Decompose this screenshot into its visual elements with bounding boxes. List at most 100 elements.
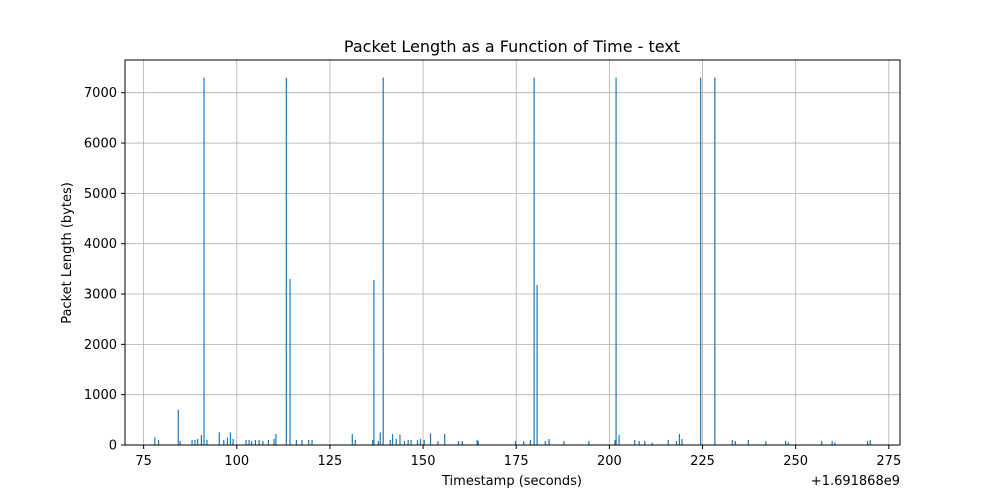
x-tick-label: 150 xyxy=(411,454,436,469)
bar xyxy=(251,440,253,445)
bar xyxy=(308,439,310,445)
bar xyxy=(377,440,379,445)
bar xyxy=(667,439,669,445)
bar xyxy=(765,440,767,445)
bar xyxy=(638,440,640,445)
gridlines xyxy=(125,60,900,446)
bar xyxy=(273,438,275,445)
bar xyxy=(644,440,646,445)
x-tick-label: 250 xyxy=(783,454,808,469)
bar xyxy=(223,439,225,445)
bar xyxy=(734,440,736,445)
bar xyxy=(289,278,291,445)
bar xyxy=(866,440,869,445)
y-tick-label: 1000 xyxy=(84,388,117,403)
plot-frame xyxy=(124,59,901,446)
bar xyxy=(389,439,391,445)
y-tick-label: 6000 xyxy=(84,137,117,152)
bar xyxy=(787,442,789,445)
bar xyxy=(295,439,297,445)
bar xyxy=(407,439,409,445)
bar xyxy=(382,77,384,445)
bar xyxy=(379,432,381,445)
x-ticks: 75 100 125 150 175 200 225 250 275 xyxy=(135,445,901,469)
bar xyxy=(410,439,412,445)
bar xyxy=(245,439,247,445)
bar xyxy=(615,77,617,445)
y-tick-label: 5000 xyxy=(84,187,117,202)
bar xyxy=(226,437,229,445)
bar xyxy=(354,439,356,445)
bar xyxy=(714,77,716,445)
bar xyxy=(678,433,681,445)
bar xyxy=(444,433,446,445)
x-tick-label: 225 xyxy=(690,454,715,469)
bar xyxy=(523,440,525,445)
bar xyxy=(536,284,538,445)
bar xyxy=(700,77,702,445)
x-tick-label: 200 xyxy=(597,454,622,469)
bar xyxy=(157,439,160,445)
y-ticks: 0 1000 2000 3000 4000 5000 6000 7000 xyxy=(84,86,125,454)
bar xyxy=(831,440,833,445)
bar xyxy=(419,438,422,445)
x-tick-label: 100 xyxy=(224,454,249,469)
bar xyxy=(423,439,425,445)
bar xyxy=(154,437,156,445)
bar xyxy=(403,440,406,445)
bar xyxy=(258,439,260,445)
bar xyxy=(548,438,550,445)
bar xyxy=(533,77,535,445)
bar xyxy=(544,440,546,445)
x-offset-label: +1.691868e9 xyxy=(811,474,900,489)
bar xyxy=(391,433,394,445)
chart-title: Packet Length as a Function of Time - te… xyxy=(344,37,680,56)
bar xyxy=(194,439,196,445)
bar xyxy=(747,439,749,445)
y-tick-label: 2000 xyxy=(84,338,117,353)
axes xyxy=(124,59,901,446)
bar xyxy=(634,439,636,445)
bar xyxy=(229,432,232,445)
bar xyxy=(200,434,202,445)
bars xyxy=(154,77,871,445)
bar xyxy=(588,440,590,445)
bar xyxy=(267,439,270,445)
y-tick-label: 0 xyxy=(109,439,117,454)
bar xyxy=(311,439,313,445)
bar xyxy=(514,440,517,445)
bar xyxy=(461,440,463,445)
bar xyxy=(275,433,277,445)
y-tick-label: 7000 xyxy=(84,86,117,101)
bar xyxy=(785,440,787,445)
bar xyxy=(731,439,733,445)
bar xyxy=(416,439,419,445)
bar xyxy=(218,432,220,445)
bar xyxy=(675,440,678,445)
bar xyxy=(614,439,616,445)
bar xyxy=(254,439,257,445)
bar xyxy=(821,440,823,445)
bar xyxy=(437,440,439,445)
bar xyxy=(563,440,565,445)
x-tick-label: 175 xyxy=(504,454,529,469)
y-tick-label: 4000 xyxy=(84,237,117,252)
bar xyxy=(651,442,653,445)
bar xyxy=(834,442,836,445)
bar xyxy=(395,438,397,445)
bar xyxy=(618,434,620,445)
bar xyxy=(373,279,375,445)
bar xyxy=(248,439,250,445)
bar xyxy=(285,77,287,445)
x-axis-label: Timestamp (seconds) xyxy=(441,474,582,489)
bar xyxy=(191,439,193,445)
bar xyxy=(529,439,531,445)
bar xyxy=(203,77,205,445)
bar xyxy=(179,440,181,445)
bar xyxy=(262,440,264,445)
bar xyxy=(429,433,432,445)
x-tick-label: 125 xyxy=(318,454,343,469)
x-tick-label: 275 xyxy=(876,454,901,469)
y-axis-label: Packet Length (bytes) xyxy=(60,182,75,324)
